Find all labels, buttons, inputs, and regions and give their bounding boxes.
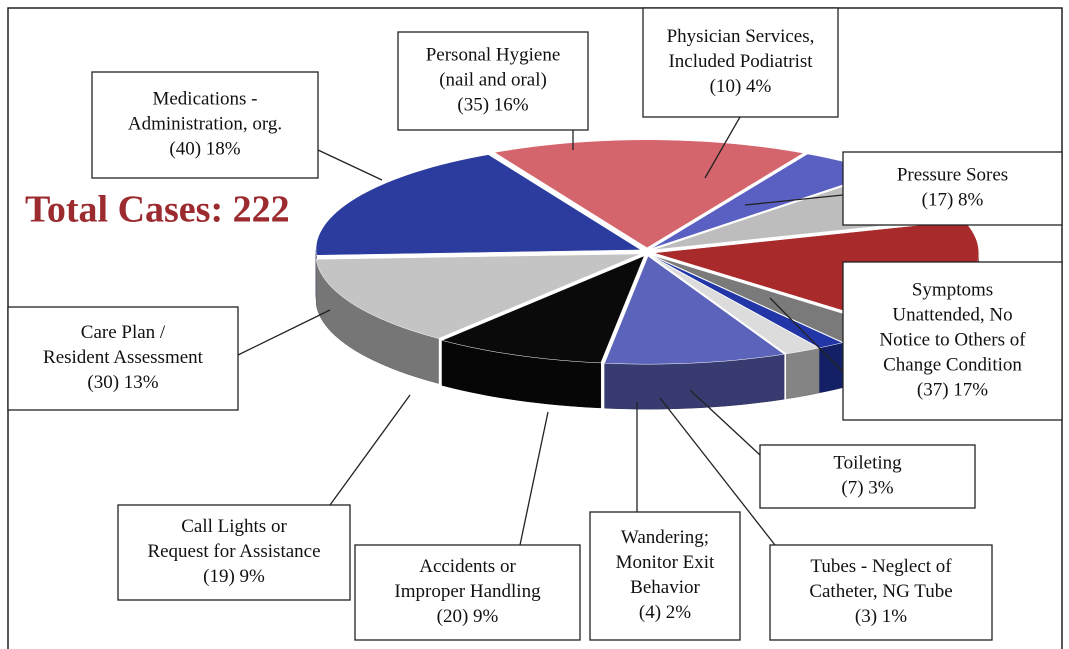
- slice-label: Personal Hygiene: [426, 44, 561, 65]
- label-box: [842, 261, 1063, 421]
- slice: [315, 253, 641, 339]
- slice-label: Pressure Sores: [897, 164, 1008, 185]
- value-label: (7) 3%: [841, 477, 893, 498]
- slice-label: Unattended, No: [892, 304, 1012, 325]
- leader-line: [704, 116, 741, 179]
- value-label: (17) 8%: [922, 189, 984, 210]
- slice-label: Included Podiatrist: [668, 51, 813, 72]
- slice-label: Improper Handling: [394, 581, 541, 602]
- total-annotation: Total Cases: 222: [25, 189, 290, 231]
- label-box: [117, 504, 351, 601]
- value-label: (30) 13%: [87, 372, 158, 393]
- slice-label: Request for Assistance: [147, 541, 320, 562]
- label-box: [589, 511, 741, 641]
- slice: [315, 154, 642, 256]
- slice-label: Catheter, NG Tube: [809, 581, 952, 602]
- leader-line: [519, 411, 549, 546]
- slice-label: Monitor Exit: [616, 552, 715, 573]
- leader-line: [689, 389, 761, 456]
- value-label: (37) 17%: [917, 379, 988, 400]
- leader-line: [317, 149, 383, 181]
- slice-label: Toileting: [833, 452, 902, 473]
- leader-line: [769, 297, 844, 373]
- value-label: (3) 1%: [855, 606, 907, 627]
- slice-label: Symptoms: [912, 279, 993, 300]
- label-box: [7, 306, 239, 411]
- leader-line: [237, 309, 331, 356]
- label-box: [354, 544, 581, 641]
- label-box: [842, 151, 1063, 226]
- label-box: [759, 444, 976, 509]
- value-label: (4) 2%: [639, 602, 691, 623]
- slice-label: Care Plan /: [81, 322, 166, 343]
- slice: [650, 255, 844, 349]
- slice-label: Physician Services,: [667, 26, 815, 47]
- value-label: (40) 18%: [169, 138, 240, 159]
- slice-label: Administration, org.: [128, 113, 282, 134]
- slice: [493, 139, 805, 249]
- slice-label: Medications -: [152, 88, 257, 109]
- slice-label: Accidents or: [419, 556, 516, 577]
- slice-label: Notice to Others of: [879, 329, 1026, 350]
- label-box: [642, 7, 839, 118]
- label-box: [397, 31, 589, 131]
- value-label: (20) 9%: [437, 606, 499, 627]
- slice: [441, 255, 645, 364]
- value-label: (35) 16%: [457, 94, 528, 115]
- label-box: [91, 71, 319, 179]
- slice-label: Wandering;: [621, 527, 709, 548]
- leader-line: [659, 397, 776, 546]
- slice-label: Tubes - Neglect of: [810, 556, 952, 577]
- slice-side: [786, 347, 820, 400]
- slice-label: Resident Assessment: [43, 347, 204, 368]
- slice-label: Call Lights or: [181, 516, 287, 537]
- leader-line: [329, 394, 411, 506]
- value-label: (10) 4%: [710, 76, 772, 97]
- slice-label: Behavior: [630, 577, 700, 598]
- leader-line: [744, 194, 844, 206]
- slice: [604, 255, 785, 365]
- slice-label: Change Condition: [883, 354, 1022, 375]
- slice-label: (nail and oral): [439, 69, 547, 90]
- label-box: [769, 544, 993, 641]
- value-label: (19) 9%: [203, 566, 265, 587]
